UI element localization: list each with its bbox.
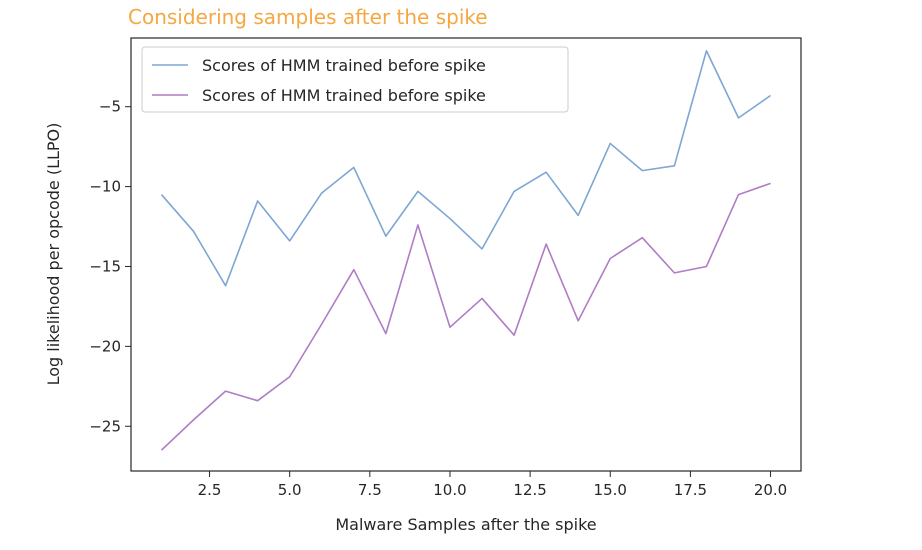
y-tick-label: −15 [89,257,121,275]
legend-label-series-1: Scores of HMM trained before spike [202,56,486,75]
y-tick-label: −10 [89,178,121,196]
x-tick-label: 17.5 [674,481,707,499]
y-axis-ticks: −25 −20 −15 −10 −5 [89,98,131,435]
x-tick-label: 20.0 [754,481,787,499]
x-axis-label: Malware Samples after the spike [335,515,596,534]
series-line-2 [160,182,771,451]
chart-title: Considering samples after the spike [128,5,488,29]
legend: Scores of HMM trained before spike Score… [141,46,569,113]
legend-label-series-2: Scores of HMM trained before spike [202,86,486,105]
y-tick-label: −5 [99,98,121,116]
x-tick-label: 15.0 [594,481,627,499]
x-tick-label: 10.0 [433,481,466,499]
plot-area-frame [130,37,802,472]
x-axis-ticks: 2.5 5.0 7.5 10.0 12.5 15.0 17.5 20.0 [198,471,787,499]
series-line-1 [160,49,772,287]
y-tick-label: −20 [89,337,121,355]
x-tick-label: 2.5 [198,481,222,499]
legend-box [141,46,569,113]
y-axis-label: Log likelihood per opcode (LLPO) [44,123,63,386]
x-tick-label: 12.5 [513,481,546,499]
x-tick-label: 7.5 [358,481,382,499]
series-layer [160,49,772,451]
y-tick-label: −25 [89,417,121,435]
x-tick-label: 5.0 [278,481,302,499]
